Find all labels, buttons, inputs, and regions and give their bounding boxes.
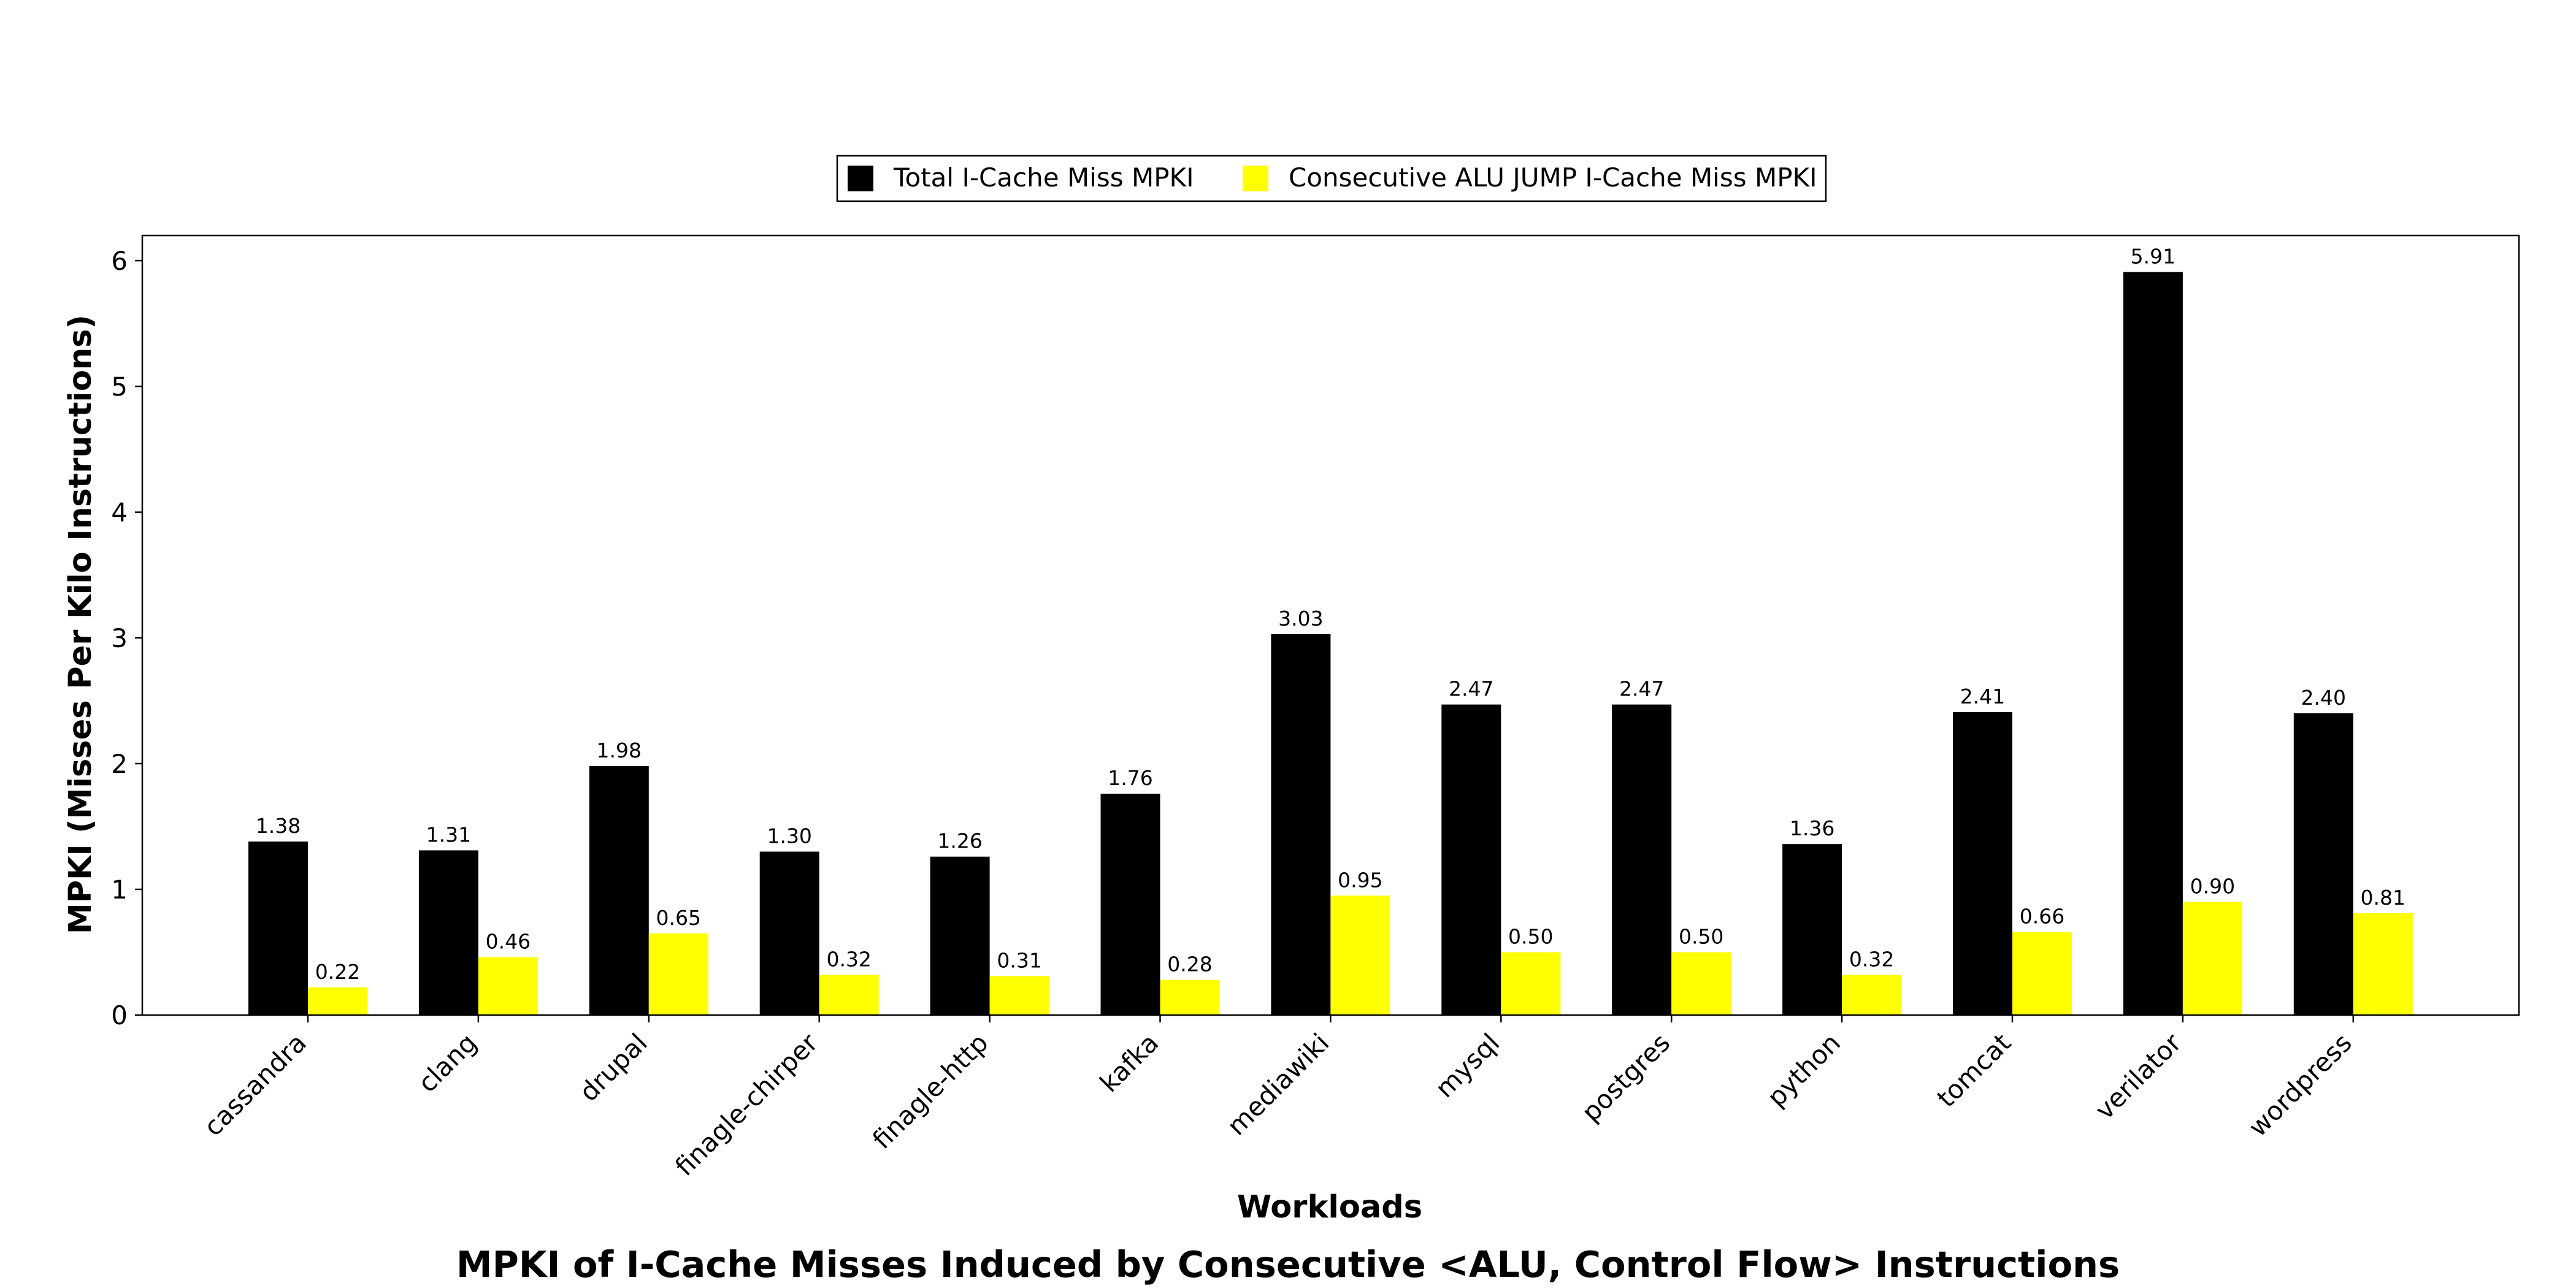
x-tick-label-wordpress: wordpress <box>2243 1027 2358 1142</box>
value-label-total-drupal: 1.98 <box>597 738 642 762</box>
bar-alu-jump-postgres <box>1671 952 1731 1015</box>
plot-area: 1.38 0.22 cassandra 1.31 0.46 clang 1.98 0.65 dr… <box>111 234 2520 1182</box>
plot-frame <box>141 234 2520 1016</box>
x-axis-title: Workloads <box>1237 1189 1422 1225</box>
value-label-alu-jump-kafka: 0.28 <box>1167 953 1212 976</box>
bar-alu-jump-tomcat <box>2012 932 2072 1015</box>
y-tick-label-0: 0 <box>111 1000 128 1030</box>
bar-total-tomcat <box>1953 711 2012 1015</box>
y-tick-label-1: 1 <box>111 875 128 905</box>
bar-alu-jump-mediawiki <box>1330 895 1390 1015</box>
x-tick-label-mysql: mysql <box>1430 1027 1506 1103</box>
bar-alu-jump-verilator <box>2182 902 2242 1015</box>
value-label-alu-jump-drupal: 0.65 <box>656 906 701 930</box>
bar-alu-jump-finagle-http <box>989 976 1049 1015</box>
x-tick-label-kafka: kafka <box>1094 1027 1165 1098</box>
value-label-alu-jump-finagle-chirper: 0.32 <box>826 947 871 971</box>
bar-total-clang <box>418 850 478 1015</box>
x-tick-label-postgres: postgres <box>1576 1027 1676 1127</box>
bar-alu-jump-python <box>1842 975 1902 1015</box>
value-label-alu-jump-postgres: 0.50 <box>1679 925 1723 949</box>
legend-label-total: Total I-Cache Miss MPKI <box>893 163 1194 193</box>
value-label-total-clang: 1.31 <box>426 822 471 846</box>
value-label-alu-jump-cassandra: 0.22 <box>315 960 360 984</box>
y-axis-title: MPKI (Misses Per Kilo Instructions) <box>63 315 99 934</box>
y-tick-label-3: 3 <box>111 623 128 653</box>
bar-total-drupal <box>589 766 649 1015</box>
bar-total-cassandra <box>248 841 308 1015</box>
value-label-total-verilator: 5.91 <box>2131 244 2175 268</box>
legend-box <box>836 155 1827 202</box>
y-tick-label-2: 2 <box>111 749 128 779</box>
y-tick-label-4: 4 <box>111 497 128 527</box>
bar-alu-jump-wordpress <box>2353 913 2413 1015</box>
legend-swatch-alu-jump <box>1243 166 1268 191</box>
bar-total-mediawiki <box>1271 634 1331 1015</box>
legend-label-alu-jump: Consecutive ALU JUMP I-Cache Miss MPKI <box>1289 163 1817 193</box>
bar-alu-jump-drupal <box>648 933 708 1015</box>
value-label-alu-jump-wordpress: 0.81 <box>2361 886 2405 910</box>
value-label-total-mysql: 2.47 <box>1449 677 1493 701</box>
bar-alu-jump-cassandra <box>308 987 367 1015</box>
x-tick-label-cassandra: cassandra <box>198 1027 312 1141</box>
bar-total-wordpress <box>2293 713 2353 1015</box>
x-tick-label-clang: clang <box>412 1027 483 1098</box>
bar-alu-jump-clang <box>478 957 538 1015</box>
value-label-total-finagle-chirper: 1.30 <box>767 824 811 848</box>
y-tick-label-6: 6 <box>111 246 128 276</box>
value-label-alu-jump-finagle-http: 0.31 <box>997 948 1041 972</box>
x-tick-label-drupal: drupal <box>573 1027 653 1107</box>
bar-total-verilator <box>2123 272 2183 1016</box>
x-tick-label-mediawiki: mediawiki <box>1221 1027 1335 1141</box>
chart-title: MPKI of I-Cache Misses Induced by Consec… <box>456 1243 2120 1286</box>
y-tick-label-5: 5 <box>111 372 128 402</box>
bar-alu-jump-finagle-chirper <box>819 975 879 1015</box>
legend-swatch-total <box>848 166 873 191</box>
value-label-alu-jump-mysql: 0.50 <box>1508 925 1553 949</box>
bar-total-postgres <box>1612 704 1672 1015</box>
bar-total-mysql <box>1441 704 1501 1015</box>
value-label-alu-jump-python: 0.32 <box>1849 947 1894 971</box>
legend: Total I-Cache Miss MPKI Consecutive ALU J… <box>836 155 1827 202</box>
value-label-total-tomcat: 2.41 <box>1960 684 2005 708</box>
x-tick-label-finagle-chirper: finagle-chirper <box>669 1027 824 1182</box>
x-tick-label-python: python <box>1761 1027 1847 1113</box>
bar-total-python <box>1782 844 1842 1015</box>
value-label-total-python: 1.36 <box>1790 816 1834 840</box>
value-label-total-cassandra: 1.38 <box>256 814 301 838</box>
bar-total-finagle-http <box>930 856 990 1015</box>
value-label-alu-jump-tomcat: 0.66 <box>2020 905 2064 929</box>
value-label-total-postgres: 2.47 <box>1619 677 1664 701</box>
value-label-total-mediawiki: 3.03 <box>1278 607 1323 631</box>
bar-total-finagle-chirper <box>759 851 819 1015</box>
x-tick-label-finagle-http: finagle-http <box>867 1027 994 1154</box>
bar-alu-jump-kafka <box>1160 979 1220 1015</box>
x-tick-label-verilator: verilator <box>2090 1027 2188 1125</box>
value-label-alu-jump-clang: 0.46 <box>486 930 531 954</box>
bar-alu-jump-mysql <box>1501 952 1561 1015</box>
bar-total-kafka <box>1100 794 1160 1015</box>
x-tick-label-tomcat: tomcat <box>1931 1027 2017 1113</box>
value-label-total-kafka: 1.76 <box>1108 766 1152 790</box>
value-label-total-wordpress: 2.40 <box>2301 686 2346 710</box>
value-label-alu-jump-verilator: 0.90 <box>2190 875 2235 899</box>
value-label-total-finagle-http: 1.26 <box>937 829 982 853</box>
value-label-alu-jump-mediawiki: 0.95 <box>1338 868 1382 892</box>
